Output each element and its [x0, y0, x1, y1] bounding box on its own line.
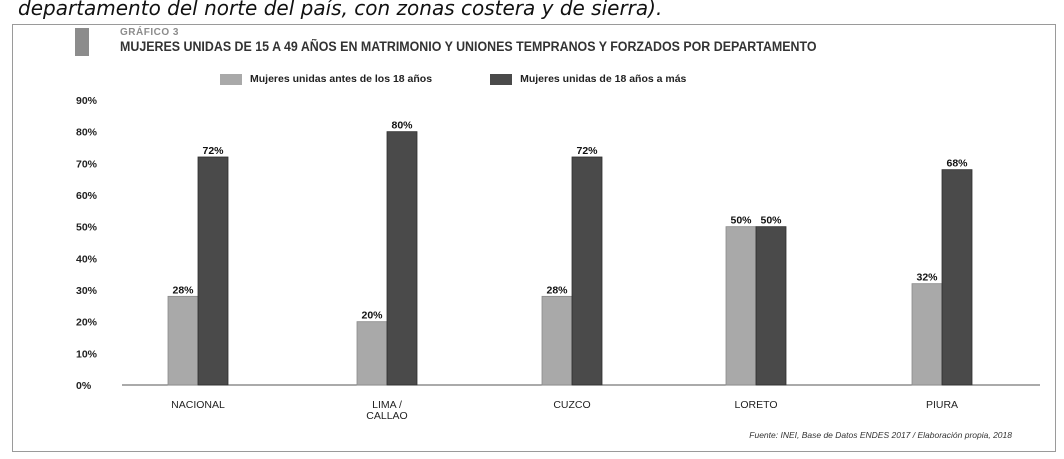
y-tick-label: 0%	[76, 380, 92, 392]
legend-label-18-plus: Mujeres unidas de 18 años a más	[520, 73, 687, 85]
y-tick-label: 40%	[76, 253, 98, 265]
y-tick-label: 30%	[76, 285, 98, 297]
data-label: 72%	[202, 145, 224, 157]
data-label: 50%	[760, 215, 782, 227]
data-label: 80%	[391, 120, 413, 132]
y-tick-label: 20%	[76, 317, 98, 329]
data-label: 32%	[916, 272, 938, 284]
data-label: 72%	[576, 145, 598, 157]
y-tick-label: 50%	[76, 222, 98, 234]
legend-item-18-plus: Mujeres unidas de 18 años a más	[490, 73, 686, 85]
x-tick-label: LORETO	[735, 399, 778, 411]
bar	[911, 283, 943, 386]
legend-label-under-18: Mujeres unidas antes de los 18 años	[250, 73, 433, 85]
page-caption: departamento del norte del país, con zon…	[18, 0, 663, 20]
data-label: 68%	[946, 158, 968, 170]
legend-swatch-under-18	[220, 73, 242, 85]
y-tick-label: 70%	[76, 158, 98, 170]
y-tick-label: 10%	[76, 348, 98, 360]
bar	[571, 156, 603, 386]
chart-legend: Mujeres unidas antes de los 18 años Muje…	[220, 73, 686, 85]
x-tick-label: NACIONAL	[171, 399, 225, 411]
bar	[725, 226, 757, 386]
legend-swatch-18-plus	[490, 73, 513, 85]
y-tick-label: 60%	[76, 190, 98, 202]
title-accent-bar	[75, 28, 89, 56]
source-note: Fuente: INEI, Base de Datos ENDES 2017 /…	[749, 430, 1012, 440]
bar	[356, 321, 388, 386]
data-label: 28%	[546, 284, 568, 296]
chart-title: MUJERES UNIDAS DE 15 A 49 AÑOS EN MATRIM…	[120, 39, 817, 54]
bar	[386, 131, 418, 386]
bar	[541, 295, 573, 386]
y-tick-label: 80%	[76, 127, 98, 139]
x-tick-label: CUZCO	[553, 399, 590, 411]
bar	[755, 226, 787, 386]
x-tick-label: PIURA	[926, 399, 958, 411]
bar	[941, 169, 973, 386]
y-tick-label: 90%	[76, 95, 98, 107]
chart-kicker: GRÁFICO 3	[120, 27, 179, 38]
data-label: 50%	[730, 215, 752, 227]
data-label: 28%	[172, 284, 194, 296]
bar	[197, 156, 229, 386]
legend-item-under-18: Mujeres unidas antes de los 18 años	[220, 73, 432, 85]
data-label: 20%	[361, 310, 383, 322]
x-tick-label: CALLAO	[366, 410, 407, 422]
bar	[167, 295, 199, 386]
x-tick-label: LIMA /	[372, 399, 402, 411]
